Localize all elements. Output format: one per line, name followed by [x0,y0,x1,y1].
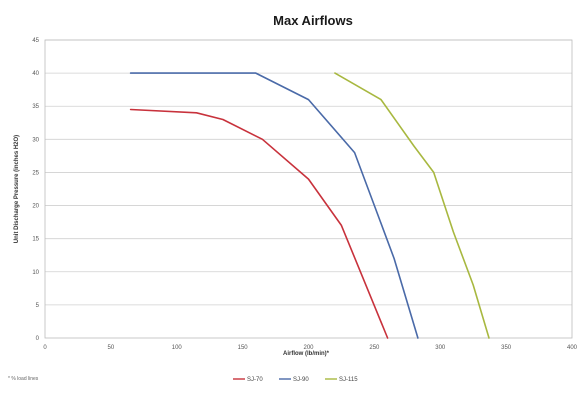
series-line-sj-70 [129,108,389,339]
y-tick-label-0: 0 [36,336,40,342]
legend: SJ-70 SJ-90 SJ-115 [233,377,358,383]
x-tick-label-7: 350 [501,345,512,351]
legend-label-sj-70: SJ-70 [247,377,263,383]
x-tick-label-8: 400 [567,345,578,351]
chart-title: Max Airflows [273,13,353,28]
legend-label-sj-90: SJ-90 [293,377,309,383]
series-lines [129,72,490,339]
x-axis-label: Airflow (lb/min)* [283,351,330,357]
y-tick-label-2: 10 [32,270,39,276]
grid-lines [45,39,572,306]
y-tick-label-3: 15 [32,237,39,243]
x-tick-label-5: 250 [369,345,380,351]
y-tick-label-4: 20 [32,204,39,210]
footnote: * % load lines [8,376,39,382]
x-tick-label-4: 200 [303,345,314,351]
y-tick-label-6: 30 [32,137,39,143]
x-tick-label-6: 300 [435,345,446,351]
x-tick-label-3: 150 [238,345,249,351]
y-tick-label-5: 25 [32,170,39,176]
y-axis-label: Unit Discharge Pressure (inches H2O) [14,135,20,243]
y-axis-tick-labels: 0 5 10 15 20 25 30 35 40 45 [32,38,39,342]
y-tick-label-9: 45 [32,38,39,44]
series-line-sj-115 [334,72,490,339]
y-tick-label-7: 35 [32,104,39,110]
x-tick-label-0: 0 [43,345,47,351]
y-tick-label-1: 5 [36,303,40,309]
x-axis-tick-labels: 0 50 100 150 200 250 300 350 400 [43,345,577,351]
x-tick-label-1: 50 [108,345,115,351]
legend-label-sj-115: SJ-115 [339,377,358,383]
plot-area-frame [44,39,573,339]
y-tick-label-8: 40 [32,71,39,77]
x-tick-label-2: 100 [172,345,183,351]
series-line-sj-90 [129,72,419,339]
